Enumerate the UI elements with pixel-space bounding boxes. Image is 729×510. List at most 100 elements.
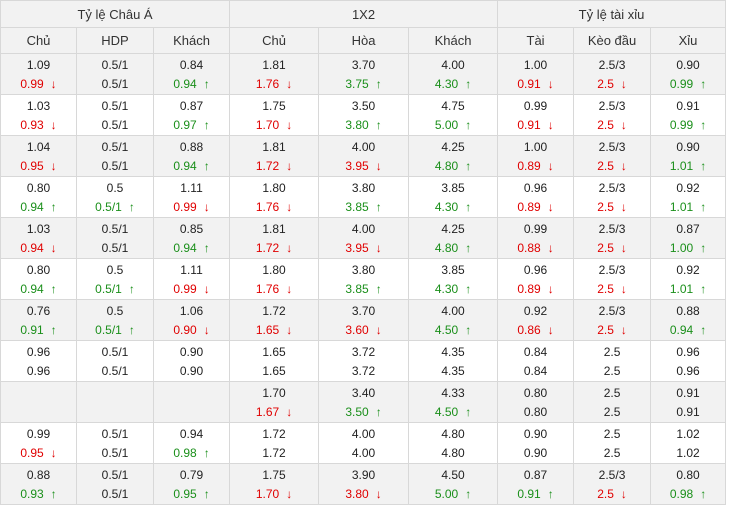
- arrow-down-icon: ↓: [286, 404, 293, 419]
- arrow-down-icon: ↓: [50, 240, 57, 255]
- arrow-up-icon: ↑: [50, 199, 57, 214]
- opening-odds: 0.84: [523, 344, 548, 359]
- current-odds: 0.86 ↓: [498, 323, 573, 337]
- current-odds: 1.72 ↓: [230, 241, 318, 255]
- current-odds-value: 5.00: [434, 117, 459, 132]
- cell-1x2-away: 4.25 4.80 ↑: [408, 135, 499, 177]
- col-header-1x2-home: Chủ: [229, 27, 320, 54]
- table-row: 0.80 0.94 ↑ 0.5 0.5/1 ↑ 1.11 0.99 ↓ 1.80 1.76 ↓ 3.80…: [0, 176, 727, 218]
- opening-odds: 2.5: [603, 426, 621, 441]
- current-odds: 3.85 ↑: [319, 282, 408, 296]
- current-odds: 0.80: [498, 405, 573, 419]
- opening-odds: 0.87: [179, 98, 204, 113]
- current-odds-value: 4.80: [434, 240, 459, 255]
- current-odds-value: 0.86: [517, 322, 541, 337]
- opening-odds: 4.33: [441, 385, 465, 400]
- arrow-up-icon: ↑: [465, 240, 472, 255]
- arrow-down-icon: ↓: [50, 445, 57, 460]
- current-odds: 0.5/1 ↑: [77, 282, 153, 296]
- current-odds-value: 4.30: [434, 281, 459, 296]
- cell-1x2-away: 4.00 4.50 ↑: [408, 299, 499, 341]
- group-header-over-under: Tỷ lệ tài xỉu: [497, 0, 727, 28]
- opening-odds: 4.00: [351, 426, 376, 441]
- opening-odds: 3.85: [441, 262, 465, 277]
- current-odds-value: 1.72: [255, 240, 280, 255]
- col-header-under: Xỉu: [650, 27, 727, 54]
- current-odds: 0.89 ↓: [498, 159, 573, 173]
- current-odds-value: 0.96: [26, 363, 51, 378]
- cell-draw: 3.80 3.85 ↑: [318, 258, 410, 300]
- arrow-down-icon: ↓: [286, 199, 293, 214]
- col-header-1x2-away: Khách: [408, 27, 499, 54]
- opening-odds: 0.5/1: [101, 221, 129, 236]
- current-odds-value: 0.5/1: [101, 240, 129, 255]
- arrow-down-icon: ↓: [620, 240, 627, 255]
- current-odds-value: 1.01: [669, 281, 694, 296]
- current-odds-value: 0.99: [669, 117, 694, 132]
- opening-odds: 0.88: [26, 467, 51, 482]
- col-header-hdp: HDP: [76, 27, 154, 54]
- cell-draw: 3.40 3.50 ↑: [318, 381, 410, 423]
- odds-table-body: 1.09 0.99 ↓ 0.5/1 0.5/1 0.84 0.94 ↑ 1.81 1.76 ↓ 3.7…: [0, 53, 727, 505]
- current-odds-value: 0.99: [669, 76, 694, 91]
- current-odds-value: 0.89: [517, 158, 541, 173]
- column-header-row: Chủ HDP Khách Chủ Hòa Khách Tài Kèo đầu …: [0, 27, 727, 54]
- current-odds: 0.93 ↓: [1, 118, 76, 132]
- arrow-down-icon: ↓: [547, 158, 554, 173]
- cell-line: 2.5/3 2.5 ↓: [573, 176, 652, 218]
- opening-odds: 1.00: [523, 57, 548, 72]
- current-odds: 4.80: [409, 446, 497, 460]
- cell-hdp: 0.5 0.5/1 ↑: [76, 258, 154, 300]
- col-header-asian-home: Chủ: [0, 27, 77, 54]
- arrow-down-icon: ↓: [375, 240, 382, 255]
- current-odds: 1.72: [230, 446, 318, 460]
- opening-odds: 2.5/3: [598, 180, 626, 195]
- cell-line: 2.5/3 2.5 ↓: [573, 94, 652, 136]
- arrow-down-icon: ↓: [286, 76, 293, 91]
- opening-odds: 0.99: [523, 98, 548, 113]
- cell-1x2-away: 4.50 5.00 ↑: [408, 463, 499, 505]
- arrow-down-icon: ↓: [50, 76, 57, 91]
- opening-odds: 1.11: [180, 262, 203, 277]
- current-odds: 0.5/1: [77, 241, 153, 255]
- arrow-down-icon: ↓: [286, 240, 293, 255]
- cell-line: 2.5/3 2.5 ↓: [573, 53, 652, 95]
- cell-over: 0.84 0.84: [497, 340, 575, 382]
- opening-odds: 0.88: [676, 303, 700, 318]
- col-header-asian-away: Khách: [152, 27, 231, 54]
- arrow-up-icon: ↑: [465, 199, 472, 214]
- arrow-down-icon: ↓: [620, 76, 627, 91]
- table-row: 0.96 0.96 0.5/1 0.5/1 0.90 0.90 1.65 1.65 3.72 3.…: [0, 340, 727, 382]
- current-odds: 0.90: [154, 364, 229, 378]
- current-odds-value: 0.93: [20, 117, 44, 132]
- current-odds-value: 1.70: [255, 117, 280, 132]
- opening-odds: 0.90: [676, 57, 700, 72]
- arrow-down-icon: ↓: [203, 199, 210, 214]
- current-odds: 0.90: [498, 446, 573, 460]
- cell-asian-away: 0.84 0.94 ↑: [152, 53, 231, 95]
- cell-over: 0.96 0.89 ↓: [497, 176, 575, 218]
- opening-odds: 4.50: [441, 467, 465, 482]
- current-odds: 1.00 ↑: [651, 241, 725, 255]
- opening-odds: 0.96: [676, 344, 700, 359]
- current-odds-value: 2.5: [603, 445, 621, 460]
- opening-odds: 2.5/3: [598, 303, 626, 318]
- current-odds-value: 1.70: [255, 486, 280, 501]
- arrow-up-icon: ↑: [465, 404, 472, 419]
- cell-over: 0.99 0.88 ↓: [497, 217, 575, 259]
- opening-odds: 2.5/3: [598, 57, 626, 72]
- current-odds-value: 4.50: [434, 404, 459, 419]
- arrow-down-icon: ↓: [286, 322, 293, 337]
- opening-odds: 3.90: [351, 467, 376, 482]
- table-row: 0.99 0.95 ↓ 0.5/1 0.5/1 0.94 0.98 ↑ 1.72 1.72 4.00…: [0, 422, 727, 464]
- current-odds: 1.01 ↑: [651, 200, 725, 214]
- cell-1x2-home: 1.80 1.76 ↓: [229, 258, 320, 300]
- current-odds-value: 1.01: [669, 158, 694, 173]
- cell-1x2-home: 1.81 1.72 ↓: [229, 135, 320, 177]
- current-odds-value: 1.01: [669, 199, 694, 214]
- current-odds: 3.80 ↓: [319, 487, 408, 501]
- arrow-up-icon: ↑: [465, 158, 472, 173]
- current-odds-value: 0.94: [20, 281, 44, 296]
- cell-draw: 3.80 3.85 ↑: [318, 176, 410, 218]
- current-odds: 1.02: [651, 446, 725, 460]
